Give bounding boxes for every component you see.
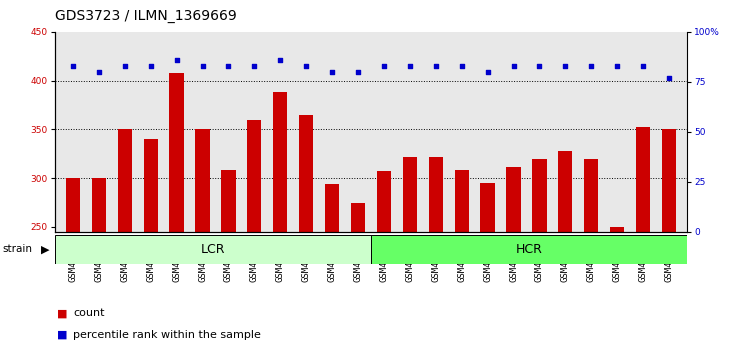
Text: count: count: [73, 308, 105, 318]
Bar: [636, 127, 650, 232]
Text: GDS3723 / ILMN_1369669: GDS3723 / ILMN_1369669: [55, 9, 237, 23]
Point: [145, 63, 156, 69]
Point: [378, 63, 390, 69]
Bar: [247, 120, 262, 232]
Text: ▶: ▶: [41, 244, 50, 254]
Bar: [403, 157, 417, 232]
Bar: [170, 73, 183, 232]
Point: [171, 57, 183, 63]
Bar: [325, 184, 339, 232]
Bar: [118, 130, 132, 232]
Point: [404, 63, 416, 69]
Bar: [371, 235, 687, 264]
Point: [93, 69, 105, 75]
Point: [223, 63, 235, 69]
Text: ■: ■: [57, 308, 67, 318]
Point: [507, 63, 519, 69]
Bar: [221, 170, 235, 232]
Bar: [92, 178, 106, 232]
Bar: [195, 130, 210, 232]
Text: LCR: LCR: [200, 243, 225, 256]
Bar: [273, 92, 287, 232]
Point: [559, 63, 571, 69]
Text: percentile rank within the sample: percentile rank within the sample: [73, 330, 261, 339]
Bar: [351, 202, 366, 232]
Point: [67, 63, 79, 69]
Point: [586, 63, 597, 69]
Text: ■: ■: [57, 330, 67, 339]
Point: [326, 69, 338, 75]
Bar: [376, 171, 391, 232]
Text: strain: strain: [2, 244, 32, 254]
Point: [352, 69, 364, 75]
Bar: [455, 170, 469, 232]
Point: [430, 63, 442, 69]
Point: [534, 63, 545, 69]
Point: [456, 63, 468, 69]
Bar: [507, 166, 520, 232]
Point: [637, 63, 649, 69]
Bar: [584, 159, 599, 232]
Bar: [299, 115, 314, 232]
Point: [300, 63, 312, 69]
Point: [663, 75, 675, 81]
Bar: [143, 139, 158, 232]
Point: [249, 63, 260, 69]
Text: HCR: HCR: [515, 243, 542, 256]
Bar: [55, 235, 371, 264]
Point: [482, 69, 493, 75]
Bar: [66, 178, 80, 232]
Bar: [610, 227, 624, 232]
Bar: [558, 151, 572, 232]
Bar: [662, 130, 676, 232]
Point: [197, 63, 208, 69]
Point: [611, 63, 623, 69]
Bar: [428, 157, 443, 232]
Bar: [532, 159, 547, 232]
Point: [274, 57, 286, 63]
Bar: [480, 183, 495, 232]
Point: [119, 63, 131, 69]
